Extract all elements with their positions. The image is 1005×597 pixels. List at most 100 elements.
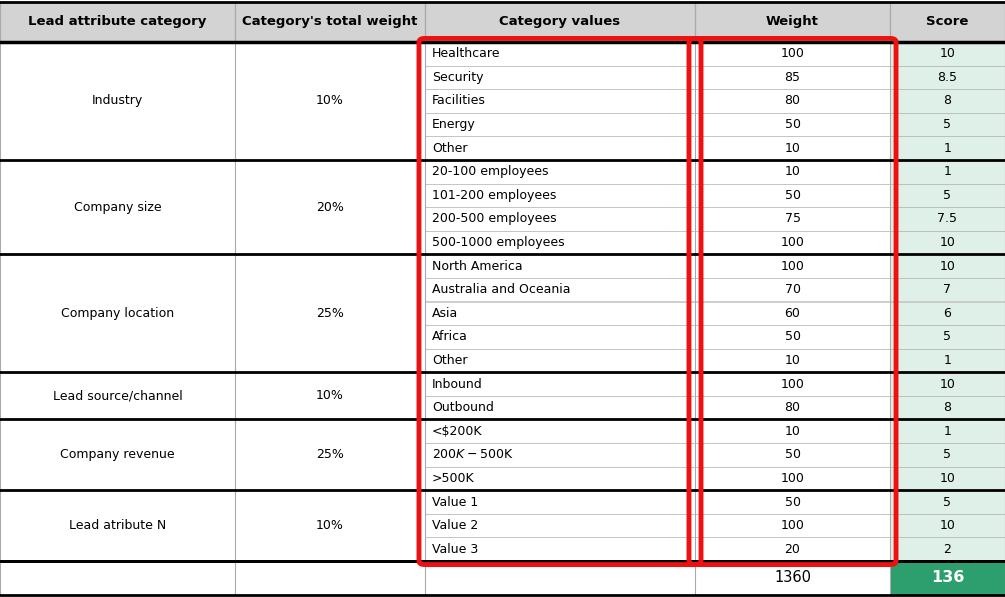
Bar (890, 467, 1005, 490)
Text: 100: 100 (781, 236, 804, 249)
Text: 7.5: 7.5 (938, 213, 958, 226)
Bar (425, 254, 695, 278)
Text: Company location: Company location (61, 307, 174, 320)
Bar (425, 278, 695, 301)
Text: 50: 50 (785, 330, 801, 343)
Bar (890, 136, 1005, 160)
Text: 20%: 20% (316, 201, 344, 214)
Text: 1: 1 (944, 354, 952, 367)
Text: 100: 100 (781, 47, 804, 60)
Bar (695, 136, 890, 160)
Text: 100: 100 (781, 519, 804, 532)
Text: 1: 1 (944, 424, 952, 438)
Bar (695, 373, 890, 396)
Text: Security: Security (432, 71, 483, 84)
Bar (235, 490, 425, 561)
Text: 5: 5 (944, 496, 952, 509)
Bar (890, 278, 1005, 301)
Text: 10%: 10% (316, 519, 344, 532)
Bar (695, 537, 890, 561)
Text: 1: 1 (944, 141, 952, 155)
Text: 500-1000 employees: 500-1000 employees (432, 236, 565, 249)
Bar (425, 420, 695, 443)
Bar (890, 537, 1005, 561)
Text: 5: 5 (944, 118, 952, 131)
Bar (695, 160, 890, 183)
Text: 10: 10 (940, 236, 956, 249)
Bar (890, 490, 1005, 514)
Bar (425, 207, 695, 230)
Text: 80: 80 (785, 94, 801, 107)
Text: <$200K: <$200K (432, 424, 482, 438)
Text: Asia: Asia (432, 307, 458, 320)
Text: Value 2: Value 2 (432, 519, 478, 532)
Bar (695, 230, 890, 254)
Bar (890, 89, 1005, 113)
Text: 100: 100 (781, 260, 804, 273)
Text: 10: 10 (940, 47, 956, 60)
Bar (425, 373, 695, 396)
Text: Outbound: Outbound (432, 401, 493, 414)
Bar (695, 561, 890, 595)
Bar (695, 396, 890, 420)
Bar (235, 42, 425, 160)
Text: 10: 10 (940, 519, 956, 532)
Text: Score: Score (927, 16, 969, 29)
Text: 25%: 25% (316, 307, 344, 320)
Bar (890, 420, 1005, 443)
Bar (235, 254, 425, 373)
Bar (890, 42, 1005, 66)
Bar (890, 2, 1005, 42)
Bar (0, 160, 235, 254)
Bar (0, 254, 235, 373)
Text: 50: 50 (785, 118, 801, 131)
Bar (890, 514, 1005, 537)
Text: Lead attribute category: Lead attribute category (28, 16, 207, 29)
Bar (0, 561, 235, 595)
Text: 70: 70 (785, 283, 801, 296)
Bar (695, 514, 890, 537)
Text: 50: 50 (785, 496, 801, 509)
Bar (890, 325, 1005, 349)
Text: Lead source/channel: Lead source/channel (52, 389, 182, 402)
Text: 20: 20 (785, 543, 800, 556)
Text: Weight: Weight (766, 16, 819, 29)
Bar (695, 278, 890, 301)
Bar (0, 420, 235, 490)
Text: 100: 100 (781, 377, 804, 390)
Text: 10%: 10% (316, 389, 344, 402)
Text: Facilities: Facilities (432, 94, 485, 107)
Text: Value 1: Value 1 (432, 496, 478, 509)
Text: 101-200 employees: 101-200 employees (432, 189, 557, 202)
Bar (425, 183, 695, 207)
Bar (425, 301, 695, 325)
Text: 10: 10 (785, 354, 800, 367)
Bar (425, 66, 695, 89)
Bar (890, 301, 1005, 325)
Text: Company size: Company size (73, 201, 162, 214)
Bar (890, 254, 1005, 278)
Text: Energy: Energy (432, 118, 475, 131)
Bar (235, 2, 425, 42)
Text: 10: 10 (940, 472, 956, 485)
Bar (425, 42, 695, 66)
Bar (235, 160, 425, 254)
Bar (695, 467, 890, 490)
Bar (695, 443, 890, 467)
Bar (425, 136, 695, 160)
Text: 136: 136 (931, 571, 964, 586)
Bar (695, 254, 890, 278)
Text: 10%: 10% (316, 94, 344, 107)
Bar (695, 301, 890, 325)
Bar (425, 325, 695, 349)
Bar (425, 490, 695, 514)
Text: Africa: Africa (432, 330, 468, 343)
Text: 80: 80 (785, 401, 801, 414)
Bar (425, 514, 695, 537)
Text: 8.5: 8.5 (938, 71, 958, 84)
Text: 7: 7 (944, 283, 952, 296)
Bar (890, 230, 1005, 254)
Bar (425, 443, 695, 467)
Text: 6: 6 (944, 307, 952, 320)
Bar (425, 113, 695, 136)
